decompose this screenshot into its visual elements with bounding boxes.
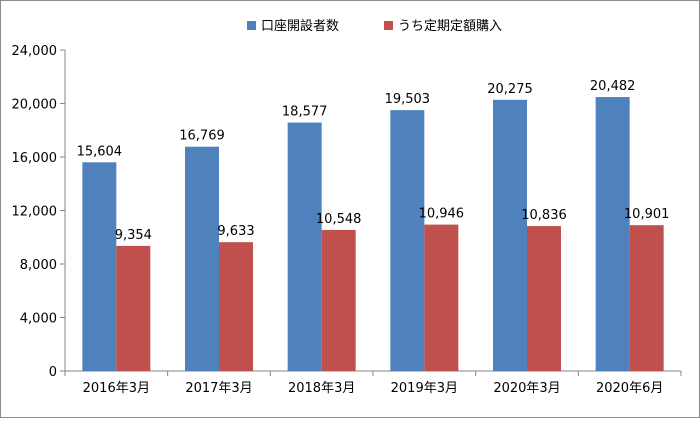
y-tick-label: 0 xyxy=(49,365,57,380)
data-label-series-1-5: 10,901 xyxy=(624,207,670,222)
bars xyxy=(82,97,664,372)
data-label-series-0-3: 19,503 xyxy=(385,92,431,107)
data-labels: 15,604 9,354 16,769 9,633 18,577 10,548 19,503… xyxy=(77,79,670,243)
legend-label-0: 口座開設者数 xyxy=(261,18,339,34)
y-tick-label: 8,000 xyxy=(20,258,57,273)
data-label-series-0-1: 16,769 xyxy=(179,129,225,144)
x-tick-label: 2020年3月 xyxy=(493,381,560,396)
data-label-series-1-3: 10,946 xyxy=(419,207,465,222)
bar-series-1-2 xyxy=(321,229,356,371)
data-label-series-0-2: 18,577 xyxy=(282,105,328,120)
y-tick-label: 20,000 xyxy=(12,98,58,113)
bar-series-0-2 xyxy=(287,122,322,371)
x-tick-label: 2019年3月 xyxy=(391,381,458,396)
data-label-series-0-4: 20,275 xyxy=(487,82,533,97)
bar-series-1-5 xyxy=(629,225,664,371)
y-tick-label: 16,000 xyxy=(12,151,58,166)
y-tick-label: 4,000 xyxy=(20,312,57,327)
bar-series-1-3 xyxy=(424,224,459,371)
data-label-series-0-0: 15,604 xyxy=(77,144,123,159)
data-label-series-1-4: 10,836 xyxy=(521,208,567,223)
bar-series-1-4 xyxy=(527,226,561,371)
bar-series-0-5 xyxy=(595,97,630,371)
data-label-series-1-0: 9,354 xyxy=(115,228,152,243)
bar-series-1-1 xyxy=(219,242,253,371)
x-tick-label: 2017年3月 xyxy=(185,381,252,396)
y-tick-label: 12,000 xyxy=(12,205,58,220)
bar-series-0-4 xyxy=(493,99,527,372)
legend-swatch-0 xyxy=(247,21,256,30)
legend: 口座開設者数 うち定期定額購入 xyxy=(247,18,502,34)
y-tick-label: 24,000 xyxy=(12,44,58,59)
x-tick-label: 2020年6月 xyxy=(596,381,663,396)
legend-label-1: うち定期定額購入 xyxy=(398,19,502,34)
x-tick-label: 2016年3月 xyxy=(83,381,150,396)
data-label-series-1-2: 10,548 xyxy=(316,212,362,227)
x-tick-label: 2018年3月 xyxy=(288,381,355,396)
bar-series-0-0 xyxy=(82,162,117,371)
bar-series-0-3 xyxy=(390,110,425,372)
axes: 0 4,000 8,000 12,000 16,000 20,000 24,000 2016年… xyxy=(12,44,682,396)
data-label-series-1-1: 9,633 xyxy=(217,224,254,239)
data-label-series-0-5: 20,482 xyxy=(590,79,636,94)
bar-series-0-1 xyxy=(185,146,219,371)
legend-swatch-1 xyxy=(384,21,393,30)
bar-series-1-0 xyxy=(116,245,151,371)
